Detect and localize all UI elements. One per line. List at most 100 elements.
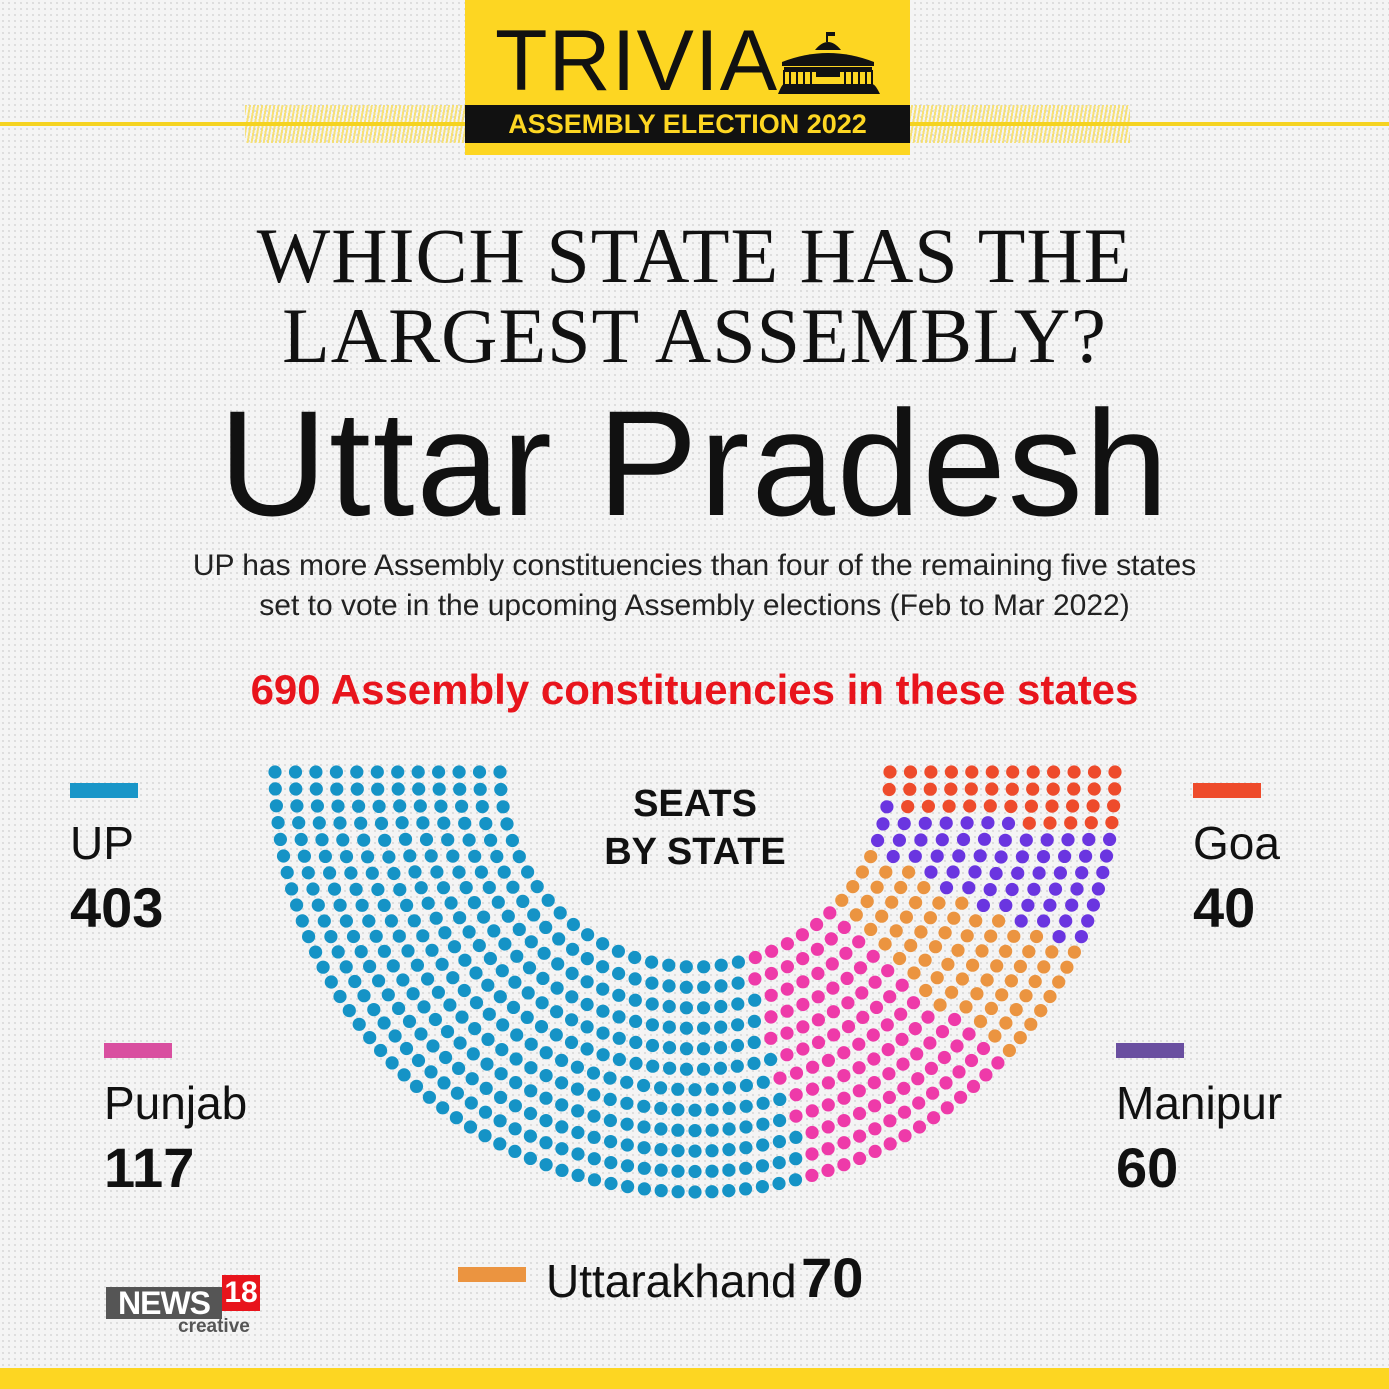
seat-punjab	[898, 1129, 912, 1143]
seat-punjab	[935, 1025, 950, 1039]
seat-up	[637, 1120, 651, 1134]
seat-up	[688, 1185, 702, 1199]
seat-punjab	[940, 1101, 954, 1115]
seat-manipur	[983, 883, 997, 897]
seat-manipur	[1052, 930, 1066, 944]
seat-uttarakhand	[955, 896, 969, 910]
seat-up	[311, 898, 325, 912]
seat-up	[386, 959, 400, 973]
seat-up	[462, 925, 476, 939]
seat-up	[739, 1161, 753, 1175]
seat-up	[416, 816, 430, 830]
seat-punjab	[950, 1039, 964, 1053]
seat-up	[629, 1035, 643, 1049]
seat-up	[696, 1062, 711, 1076]
seat-up	[645, 997, 659, 1011]
seat-up	[462, 833, 476, 847]
seat-up	[731, 976, 745, 990]
seat-up	[446, 971, 460, 985]
seat-up	[696, 1042, 711, 1056]
seat-up	[435, 957, 449, 971]
seat-up	[566, 942, 580, 956]
seat-up	[493, 765, 507, 779]
seat-up	[571, 1125, 585, 1140]
seat-up	[369, 929, 383, 943]
seat-punjab	[911, 1072, 925, 1086]
seat-up	[671, 1144, 685, 1158]
seat-up	[473, 782, 487, 796]
seat-punjab	[883, 1114, 897, 1128]
seat-up	[428, 1012, 442, 1027]
question-line-2: LARGEST ASSEMBLY?	[282, 292, 1107, 379]
seat-up	[309, 765, 323, 779]
seat-uttarakhand	[1045, 945, 1059, 959]
seat-up	[491, 895, 505, 909]
seat-manipur	[935, 833, 949, 847]
seat-uttarakhand	[955, 972, 970, 986]
seat-up	[565, 1013, 579, 1027]
seat-up	[679, 1021, 694, 1035]
seat-up	[430, 865, 444, 879]
seat-punjab	[764, 1031, 778, 1045]
seat-manipur	[946, 865, 960, 879]
seat-up	[395, 816, 409, 830]
seat-up	[382, 850, 396, 864]
seat-punjab	[837, 1069, 851, 1083]
seat-up	[432, 782, 446, 796]
seat-up	[512, 922, 526, 937]
seat-goa	[1064, 816, 1078, 830]
seat-punjab	[868, 975, 882, 989]
seat-goa	[944, 765, 959, 779]
seat-up	[596, 960, 610, 974]
seat-up	[534, 1020, 549, 1034]
seat-uttarakhand	[1004, 974, 1019, 988]
seat-up	[306, 882, 320, 896]
seat-manipur	[968, 865, 982, 879]
seat-punjab	[765, 944, 779, 958]
seat-uttarakhand	[959, 1000, 973, 1014]
seat-up	[350, 782, 364, 796]
seat-up	[421, 896, 435, 910]
seat-uttarakhand	[864, 922, 878, 937]
seat-manipur	[1036, 850, 1051, 864]
seat-up	[705, 1082, 719, 1096]
seat-punjab	[948, 1012, 962, 1027]
seat-up	[453, 911, 467, 925]
seat-up	[501, 909, 515, 923]
seat-uttarakhand	[1060, 960, 1074, 974]
seat-goa	[963, 799, 977, 813]
seat-manipur	[897, 817, 911, 831]
seat-up	[539, 1046, 553, 1060]
seat-uttarakhand	[988, 1029, 1002, 1043]
seat-up	[440, 1025, 455, 1039]
seat-up	[374, 816, 389, 831]
seat-up	[603, 1113, 618, 1128]
seat-up	[424, 1065, 438, 1079]
seat-uttarakhand	[992, 914, 1006, 928]
seat-goa	[1026, 782, 1040, 796]
seat-uttarakhand	[909, 896, 923, 910]
seat-up	[363, 1031, 377, 1045]
seat-goa	[985, 782, 999, 796]
seat-goa	[903, 782, 917, 796]
seat-up	[316, 960, 330, 974]
seat-up	[455, 799, 469, 813]
seat-up	[323, 866, 337, 880]
seat-up	[705, 1123, 719, 1137]
seat-up	[512, 850, 526, 864]
header-title: TRIVIA	[495, 13, 779, 109]
seat-up	[748, 993, 762, 1007]
seat-punjab	[796, 997, 810, 1012]
seat-up	[348, 974, 362, 989]
seat-up	[377, 944, 391, 958]
seat-up	[294, 832, 308, 847]
seat-punjab	[826, 981, 840, 995]
description-line-1: UP has more Assembly constituencies than…	[192, 549, 1197, 582]
seat-uttarakhand	[951, 943, 965, 957]
seat-uttarakhand	[930, 971, 944, 985]
seat-up	[397, 1068, 411, 1082]
seat-punjab	[979, 1068, 993, 1082]
seat-punjab	[927, 1111, 941, 1125]
seat-up	[596, 1004, 610, 1018]
